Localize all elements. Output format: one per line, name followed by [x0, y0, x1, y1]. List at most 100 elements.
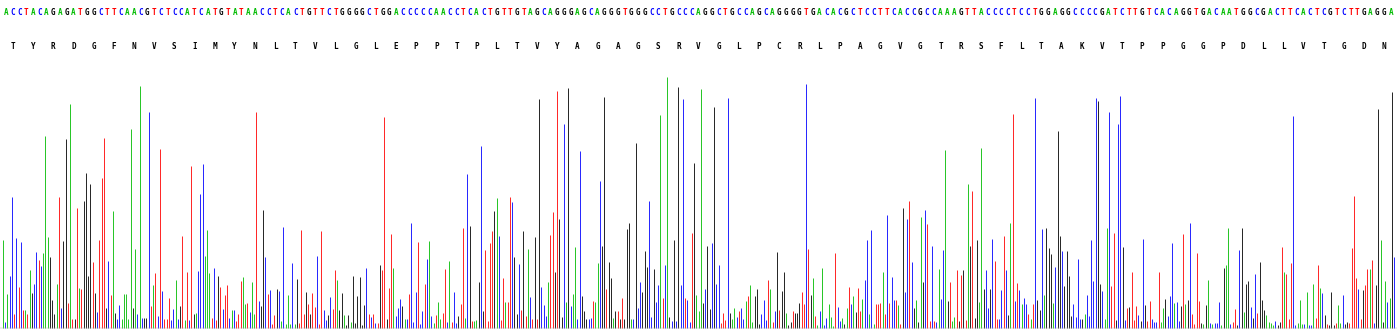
Text: A: A	[1106, 8, 1111, 17]
Text: A: A	[898, 8, 902, 17]
Text: A: A	[944, 8, 950, 17]
Text: C: C	[481, 8, 486, 17]
Text: T: T	[488, 8, 492, 17]
Text: T: T	[1119, 42, 1125, 51]
Text: T: T	[662, 8, 668, 17]
Text: C: C	[401, 8, 405, 17]
Text: C: C	[265, 8, 271, 17]
Text: C: C	[138, 8, 142, 17]
Text: V: V	[313, 42, 317, 51]
Text: C: C	[932, 8, 936, 17]
Text: G: G	[629, 8, 634, 17]
Text: G: G	[918, 8, 922, 17]
Text: C: C	[1295, 8, 1299, 17]
Text: T: T	[373, 8, 379, 17]
Text: G: G	[50, 8, 56, 17]
Text: G: G	[583, 8, 587, 17]
Text: C: C	[1006, 8, 1010, 17]
Text: T: T	[502, 8, 506, 17]
Text: A: A	[475, 8, 479, 17]
Text: L: L	[1281, 42, 1285, 51]
Text: C: C	[1255, 8, 1259, 17]
Text: T: T	[1234, 8, 1239, 17]
Text: P: P	[475, 42, 479, 51]
Text: G: G	[636, 8, 640, 17]
Text: A: A	[1221, 8, 1225, 17]
Text: C: C	[992, 8, 996, 17]
Text: A: A	[817, 8, 821, 17]
Text: G: G	[669, 8, 673, 17]
Text: C: C	[1119, 8, 1125, 17]
Text: C: C	[98, 8, 102, 17]
Text: A: A	[696, 8, 701, 17]
Text: C: C	[865, 8, 869, 17]
Text: T: T	[78, 8, 82, 17]
Text: T: T	[24, 8, 28, 17]
Text: N: N	[253, 42, 257, 51]
Text: C: C	[891, 8, 895, 17]
Text: G: G	[616, 8, 620, 17]
Text: G: G	[1059, 8, 1063, 17]
Text: G: G	[360, 8, 365, 17]
Text: G: G	[1187, 8, 1192, 17]
Text: G: G	[798, 8, 802, 17]
Text: C: C	[1308, 8, 1313, 17]
Text: G: G	[353, 42, 358, 51]
Text: A: A	[124, 8, 130, 17]
Text: G: G	[1099, 8, 1104, 17]
Text: G: G	[387, 8, 391, 17]
Text: G: G	[784, 8, 788, 17]
Text: C: C	[119, 8, 123, 17]
Text: T: T	[521, 8, 527, 17]
Text: R: R	[798, 42, 802, 51]
Text: C: C	[427, 8, 432, 17]
Text: N: N	[1382, 42, 1386, 51]
Text: A: A	[434, 8, 439, 17]
Text: P: P	[757, 42, 761, 51]
Text: G: G	[1248, 8, 1252, 17]
Text: G: G	[703, 8, 707, 17]
Text: A: A	[1389, 8, 1393, 17]
Text: G: G	[84, 8, 89, 17]
Text: G: G	[1180, 42, 1185, 51]
Text: G: G	[562, 8, 566, 17]
Text: V: V	[1099, 42, 1104, 51]
Text: A: A	[71, 8, 75, 17]
Text: A: A	[1207, 8, 1211, 17]
Text: Y: Y	[232, 42, 237, 51]
Text: T: T	[11, 42, 15, 51]
Text: V: V	[152, 42, 156, 51]
Text: A: A	[45, 8, 49, 17]
Text: C: C	[1025, 8, 1030, 17]
Text: A: A	[1173, 8, 1178, 17]
Text: A: A	[186, 8, 190, 17]
Text: A: A	[858, 42, 862, 51]
Text: A: A	[750, 8, 754, 17]
Text: K: K	[1080, 42, 1084, 51]
Text: F: F	[999, 42, 1003, 51]
Text: T: T	[858, 8, 862, 17]
Text: C: C	[1322, 8, 1326, 17]
Text: P: P	[434, 42, 439, 51]
Text: G: G	[219, 8, 224, 17]
Text: T: T	[965, 8, 970, 17]
Text: T: T	[1032, 8, 1037, 17]
Text: P: P	[414, 42, 419, 51]
Text: G: G	[958, 8, 963, 17]
Text: C: C	[676, 8, 680, 17]
Text: T: T	[1334, 8, 1340, 17]
Text: V: V	[696, 42, 701, 51]
Text: C: C	[447, 8, 453, 17]
Text: C: C	[1080, 8, 1084, 17]
Text: A: A	[232, 8, 237, 17]
Text: A: A	[394, 8, 398, 17]
Text: C: C	[1018, 8, 1024, 17]
Text: C: C	[588, 8, 594, 17]
Text: G: G	[64, 8, 68, 17]
Text: A: A	[4, 8, 8, 17]
Text: T: T	[1113, 8, 1118, 17]
Text: C: C	[407, 8, 412, 17]
Text: C: C	[420, 8, 425, 17]
Text: G: G	[145, 8, 149, 17]
Text: A: A	[576, 42, 580, 51]
